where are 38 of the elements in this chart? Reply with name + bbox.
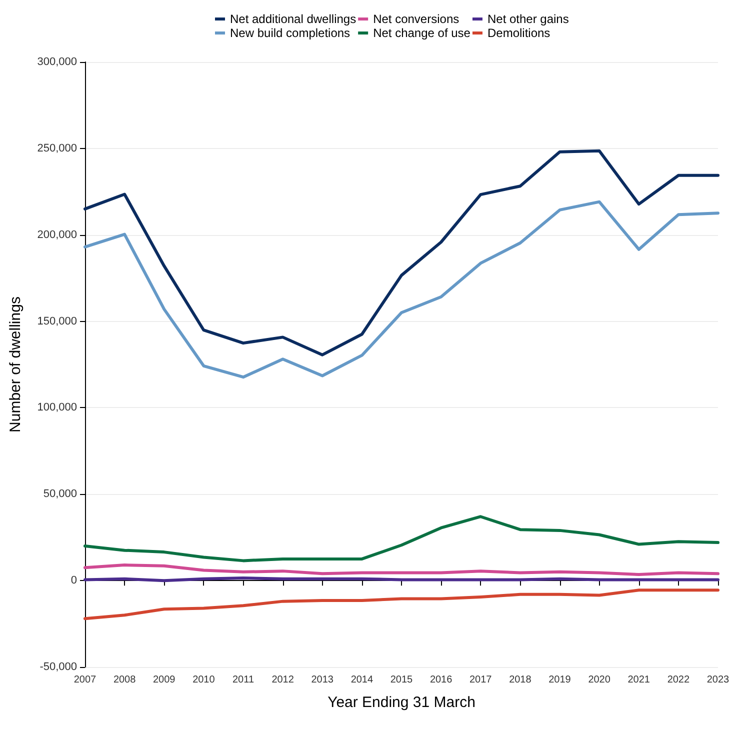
x-tick-label: 2021 [628,674,650,686]
x-tick-label: 2009 [153,674,176,686]
y-tick-label: 200,000 [37,228,77,241]
x-tick-label: 2010 [192,674,216,686]
x-tick-label: 2020 [588,674,611,686]
legend-label: Net additional dwellings [230,12,356,26]
y-axis-title: Number of dwellings [7,296,24,432]
x-tick-label: 2018 [509,674,532,686]
legend-label: Net conversions [373,12,460,26]
legend-label: Net change of use [373,26,471,40]
y-tick-label: 100,000 [37,402,77,414]
x-tick-label: 2022 [667,674,690,686]
line-series [84,588,720,620]
line-series [84,200,720,379]
x-tick-label: 2008 [113,674,136,686]
legend-label: New build completions [230,26,350,40]
line-series [84,515,720,562]
line-series [84,149,720,356]
x-tick-label: 2014 [350,674,374,686]
y-tick-label: 0 [70,574,77,587]
x-tick-label: 2023 [706,674,730,686]
y-tick-label: 150,000 [37,315,77,328]
x-tick-label: 2011 [232,674,254,686]
y-tick-label: -50,000 [40,661,77,673]
x-tick-label: 2007 [74,674,97,686]
y-tick-label: 300,000 [37,56,77,68]
x-tick-label: 2012 [272,674,294,686]
x-tick-label: 2013 [311,674,334,686]
x-tick-label: 2019 [548,674,572,686]
x-axis-title: Year Ending 31 March [328,694,476,711]
legend-label: Demolitions [487,26,550,40]
x-tick-label: 2015 [390,674,414,686]
y-tick-label: 50,000 [43,488,77,500]
line-series [84,564,720,576]
x-tick-label: 2016 [430,674,453,686]
legend-label: Net other gains [487,12,569,26]
y-tick-label: 250,000 [37,142,77,154]
x-tick-label: 2017 [470,674,492,686]
